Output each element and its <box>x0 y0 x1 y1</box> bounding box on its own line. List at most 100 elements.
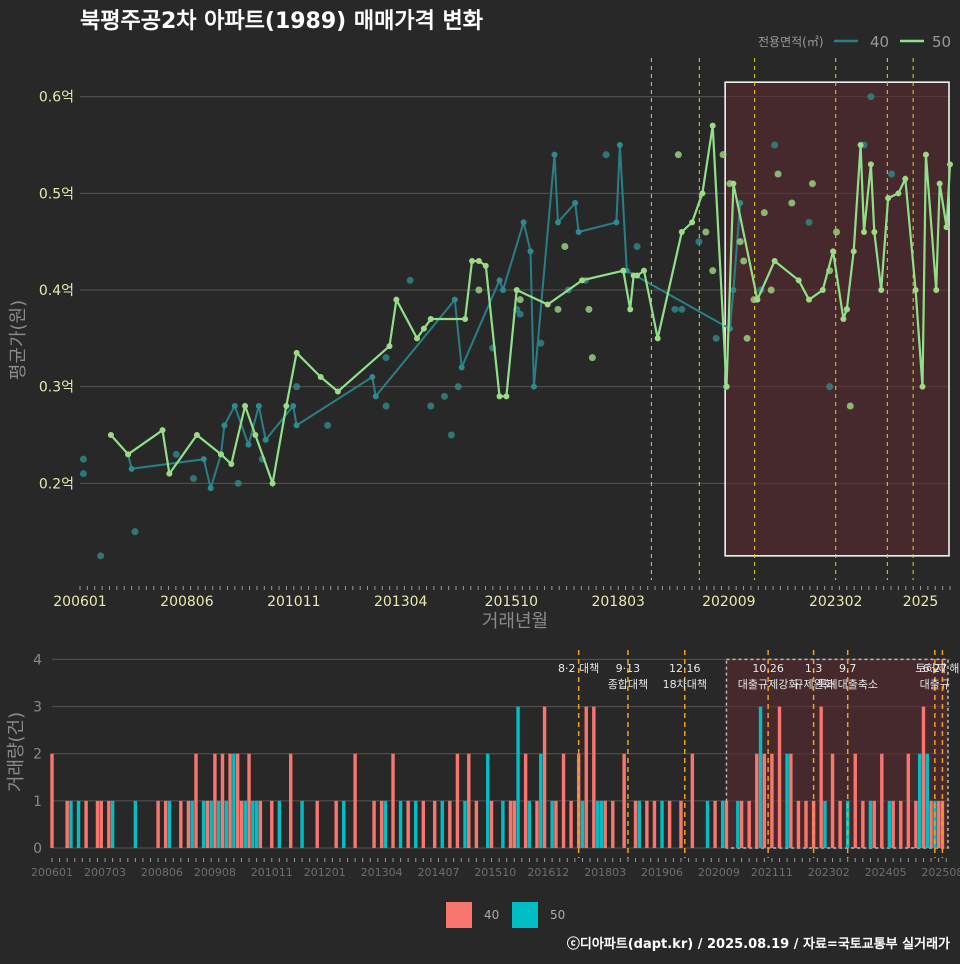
line-point-40 <box>369 374 376 380</box>
volume-bar-40 <box>95 800 100 848</box>
volume-bar-40 <box>724 800 729 848</box>
volume-bar-40 <box>455 753 460 848</box>
data-point-40 <box>712 334 720 342</box>
bar-x-tick-label: 202009 <box>698 866 740 879</box>
volume-bar-40 <box>535 800 539 848</box>
volume-bar-40 <box>84 800 88 848</box>
volume-bar-40 <box>633 800 638 848</box>
volume-bar-40 <box>391 753 395 848</box>
volume-bar-40 <box>853 753 857 848</box>
line-point-50 <box>627 306 634 313</box>
volume-bar-40 <box>489 800 494 848</box>
volume-bar-40 <box>247 753 251 848</box>
volume-bar-40 <box>561 753 566 848</box>
line-point-40 <box>551 151 558 158</box>
data-point-40 <box>382 402 390 410</box>
volume-bar-40 <box>576 753 581 848</box>
volume-bar-50 <box>440 800 444 848</box>
line-point-50 <box>469 258 476 264</box>
data-point-50 <box>740 257 748 265</box>
data-point-40 <box>189 475 197 482</box>
line-point-50 <box>902 175 909 182</box>
x-tick-label: 202302 <box>809 594 862 610</box>
policy-label: 1.3 <box>805 662 823 675</box>
line-point-50 <box>867 161 874 168</box>
line-point-40 <box>293 422 300 429</box>
data-point-50 <box>554 305 562 313</box>
volume-bar-40 <box>372 800 376 848</box>
data-point-40 <box>771 141 779 149</box>
line-point-50 <box>830 248 837 255</box>
volume-bar-40 <box>739 800 744 848</box>
volume-bar-50 <box>501 800 505 848</box>
volume-bar-40 <box>432 800 437 848</box>
bar-x-tick-label: 200601 <box>31 866 73 879</box>
data-point-50 <box>808 180 816 188</box>
volume-bar-50 <box>224 800 229 848</box>
policy-label: 규제완화 <box>793 678 833 691</box>
volume-bar-50 <box>463 800 467 848</box>
y-axis-label-top: 평균가(원) <box>8 300 29 380</box>
data-point-50 <box>788 199 796 207</box>
line-point-40 <box>451 296 458 303</box>
x-tick-label: 201304 <box>374 594 428 610</box>
policy-label: 10.26 <box>752 662 784 675</box>
volume-bar-40 <box>936 800 941 848</box>
bar-y-tick-label: 0 <box>33 841 42 857</box>
volume-bar-50 <box>486 753 490 848</box>
data-point-40 <box>454 383 462 391</box>
volume-bar-40 <box>50 753 54 848</box>
data-point-40 <box>516 310 524 318</box>
volume-bar-40 <box>796 800 801 848</box>
volume-bar-50 <box>201 800 206 848</box>
volume-bar-50 <box>300 800 304 848</box>
bar-x-tick-label: 200703 <box>84 866 126 879</box>
line-point-50 <box>427 316 434 322</box>
line-point-50 <box>943 224 950 231</box>
volume-bar-40 <box>194 753 198 848</box>
y-tick-label: 0.3억 <box>39 380 74 396</box>
volume-bar-50 <box>637 800 642 848</box>
volume-bar-40 <box>163 800 168 848</box>
volume-bar-40 <box>713 800 717 848</box>
volume-bar-40 <box>830 753 835 848</box>
volume-bar-40 <box>584 706 588 848</box>
line-point-40 <box>499 287 506 293</box>
line-point-50 <box>317 374 324 380</box>
x-tick-label: 200601 <box>53 594 106 610</box>
volume-bar-40 <box>622 753 626 848</box>
data-point-40 <box>382 354 390 362</box>
policy-label: 종합대책 <box>608 678 648 691</box>
data-point-50 <box>561 243 569 250</box>
volume-bar-50 <box>720 800 725 848</box>
line-point-50 <box>689 219 696 226</box>
line-point-40 <box>527 248 534 255</box>
y-tick-label: 0.4억 <box>39 283 74 299</box>
line-point-50 <box>393 296 400 303</box>
bar-x-tick-label: 201612 <box>527 866 569 879</box>
data-point-50 <box>709 267 717 275</box>
volume-bar-40 <box>421 800 426 848</box>
volume-bar-40 <box>690 753 695 848</box>
volume-bar-40 <box>65 800 69 848</box>
volume-bar-40 <box>156 800 160 848</box>
bar-legend-label-40: 40 <box>484 908 499 922</box>
line-point-50 <box>850 248 857 255</box>
bar-x-tick-label: 200806 <box>141 866 183 879</box>
data-point-40 <box>324 421 332 429</box>
volume-bar-40 <box>474 800 479 848</box>
line-point-40 <box>290 403 297 409</box>
policy-label: 8·2 대책 <box>558 662 599 675</box>
line-point-50 <box>709 122 716 129</box>
volume-bar-40 <box>213 753 217 848</box>
data-point-40 <box>293 383 301 391</box>
data-point-40 <box>888 170 896 178</box>
line-point-50 <box>922 151 929 158</box>
data-point-40 <box>172 450 180 458</box>
volume-bar-40 <box>921 706 926 848</box>
bar-y-tick-label: 1 <box>33 794 42 810</box>
line-point-40 <box>372 393 379 400</box>
data-point-40 <box>97 552 105 560</box>
policy-label: 18차대책 <box>663 678 707 691</box>
